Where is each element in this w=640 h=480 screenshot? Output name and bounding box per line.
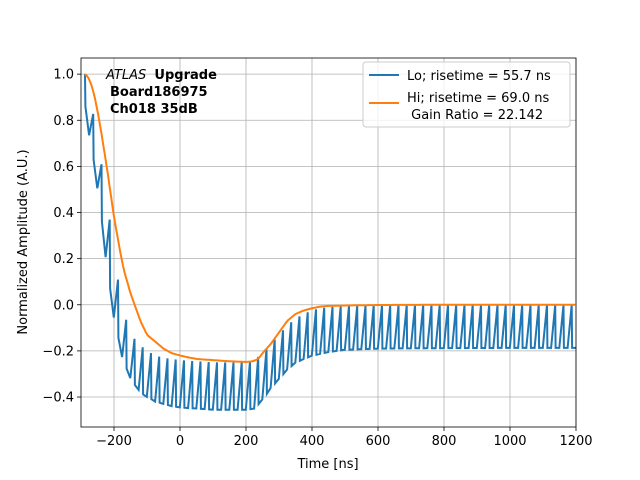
svg-text:ATLAS Upgrade: ATLAS Upgrade [105, 68, 217, 83]
x-tick-label: 400 [300, 434, 325, 449]
y-tick-label: −0.2 [42, 344, 74, 359]
axes-frame [80, 57, 577, 428]
legend-hi-label-line2: Gain Ratio = 22.142 [407, 108, 543, 123]
axis-ticks: −200 0 200 400 600 800 1000 1200 −0.4 −0.2 0.0 0.2 0… [42, 68, 592, 449]
y-tick-label: 0.2 [53, 252, 74, 267]
x-tick-label: 1000 [493, 434, 526, 449]
legend-frame [362, 61, 571, 128]
x-tick-label: −200 [96, 434, 132, 449]
legend-hi-label-line1: Hi; risetime = 69.0 ns [407, 91, 549, 106]
annotation-experiment-bold: Upgrade [154, 68, 217, 83]
y-tick-label: 0.4 [53, 206, 74, 221]
x-axis-label: Time [ns] [296, 457, 358, 472]
plot-area [84, 73, 576, 411]
annotation-board: Board186975 [110, 85, 208, 100]
y-tick-label: 1.0 [53, 68, 74, 83]
y-tick-label: 0.8 [53, 114, 74, 129]
y-tick-label: 0.6 [53, 160, 74, 175]
x-tick-label: 1200 [559, 434, 592, 449]
series-hi-line [84, 73, 575, 363]
annotation-channel: Ch018 35dB [110, 102, 198, 117]
y-axis-label: Normalized Amplitude (A.U.) [16, 149, 31, 334]
x-tick-label: 200 [234, 434, 259, 449]
annotation-experiment-italic: ATLAS [105, 68, 146, 83]
annotation-text: ATLAS Upgrade Board186975 Ch018 35dB [105, 68, 217, 117]
x-tick-label: 800 [432, 434, 457, 449]
legend-lo-label: Lo; risetime = 55.7 ns [407, 69, 551, 84]
y-tick-label: 0.0 [53, 298, 74, 313]
x-tick-label: 600 [366, 434, 391, 449]
series-lo-line [84, 74, 576, 411]
x-tick-label: 0 [176, 434, 184, 449]
y-tick-label: −0.4 [42, 391, 74, 406]
legend: Lo; risetime = 55.7 ns Hi; risetime = 69… [362, 61, 571, 128]
